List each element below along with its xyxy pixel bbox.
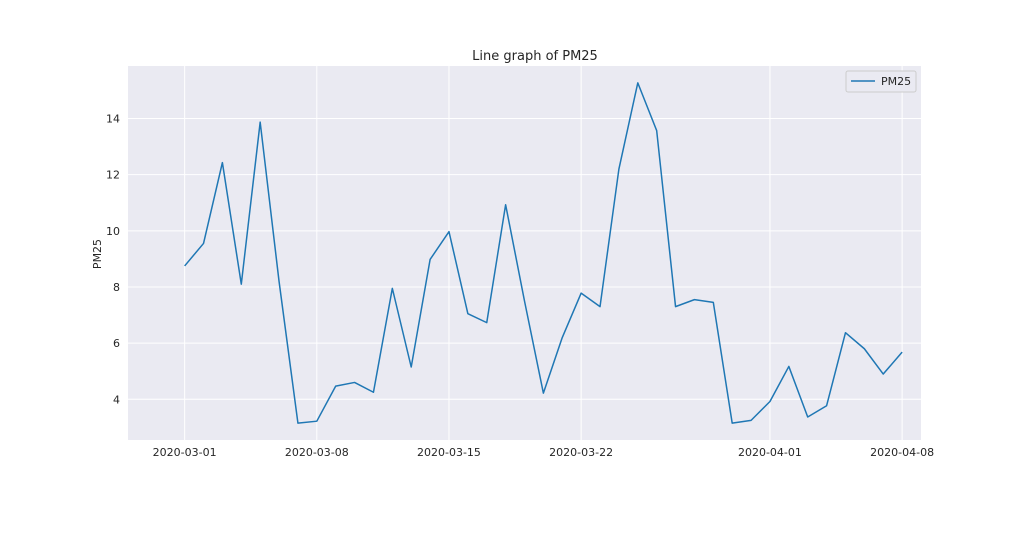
legend: PM25 bbox=[845, 70, 917, 93]
y-tick-label: 14 bbox=[106, 113, 120, 126]
x-tick-label: 2020-03-22 bbox=[549, 446, 613, 459]
x-tick-label: 2020-03-08 bbox=[285, 446, 349, 459]
x-axis-ticks: 2020-03-01 2020-03-08 2020-03-15 2020-03-22… bbox=[153, 446, 934, 459]
y-tick-label: 4 bbox=[113, 393, 120, 406]
plot-area bbox=[128, 66, 921, 440]
y-tick-label: 10 bbox=[106, 225, 120, 238]
x-tick-label: 2020-04-01 bbox=[738, 446, 802, 459]
x-tick-label: 2020-03-01 bbox=[153, 446, 217, 459]
legend-box bbox=[845, 70, 917, 93]
x-tick-label: 2020-03-15 bbox=[417, 446, 481, 459]
legend-label-pm25: PM25 bbox=[881, 75, 911, 88]
y-tick-label: 6 bbox=[113, 337, 120, 350]
chart-title: Line graph of PM25 bbox=[472, 49, 598, 64]
y-axis-ticks: 4 6 8 10 12 14 bbox=[106, 113, 120, 407]
y-axis-label: PM25 bbox=[91, 239, 104, 269]
series-line-pm25 bbox=[184, 82, 903, 424]
y-tick-label: 8 bbox=[113, 281, 120, 294]
x-tick-label: 2020-04-08 bbox=[870, 446, 934, 459]
grid-lines bbox=[128, 66, 921, 440]
y-tick-label: 12 bbox=[106, 169, 120, 182]
series-layer bbox=[184, 82, 903, 424]
